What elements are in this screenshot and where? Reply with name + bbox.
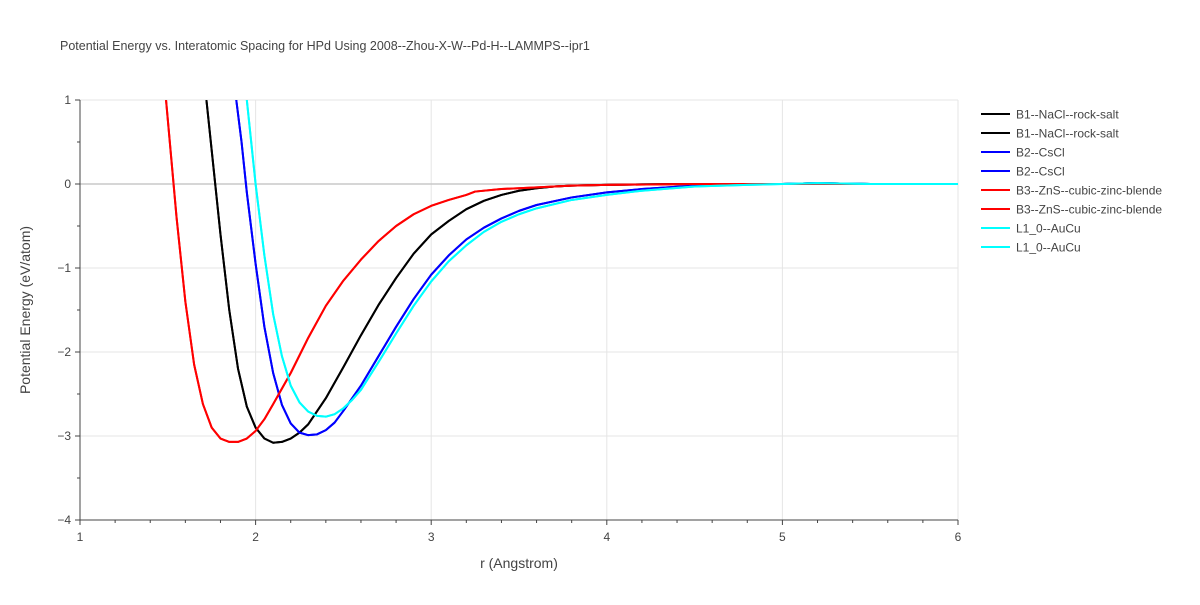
legend-label: L1_0--AuCu bbox=[1016, 241, 1081, 255]
legend-label: B1--NaCl--rock-salt bbox=[1016, 127, 1119, 141]
x-tick-label: 4 bbox=[603, 530, 610, 544]
series-line-1 bbox=[205, 100, 958, 444]
series-line-6 bbox=[165, 100, 958, 443]
legend-label: B2--CsCl bbox=[1016, 165, 1065, 179]
x-tick-label: 3 bbox=[428, 530, 435, 544]
y-tick-label: −2 bbox=[57, 345, 71, 359]
y-ticks: −4 −3 −2 −1 0 1 bbox=[57, 93, 80, 527]
x-axis-label: r (Angstrom) bbox=[480, 555, 558, 571]
series-line-5 bbox=[165, 100, 958, 443]
legend: B1--NaCl--rock-salt B1--NaCl--rock-salt B2… bbox=[981, 108, 1162, 255]
legend-label: B1--NaCl--rock-salt bbox=[1016, 108, 1119, 122]
x-tick-label: 5 bbox=[779, 530, 786, 544]
x-tick-label: 2 bbox=[252, 530, 259, 544]
series-line-2 bbox=[205, 100, 958, 444]
series-line-7 bbox=[245, 100, 958, 418]
chart-title: Potential Energy vs. Interatomic Spacing… bbox=[60, 39, 590, 53]
grid bbox=[80, 99, 959, 520]
y-tick-label: −4 bbox=[57, 513, 71, 527]
series-line-4 bbox=[235, 100, 958, 437]
axes bbox=[79, 100, 958, 521]
x-tick-label: 6 bbox=[955, 530, 962, 544]
legend-label: B3--ZnS--cubic-zinc-blende bbox=[1016, 184, 1162, 198]
y-tick-label: 0 bbox=[64, 177, 71, 191]
y-tick-label: −1 bbox=[57, 261, 71, 275]
series-group bbox=[165, 100, 958, 444]
x-ticks: 1 2 3 4 5 6 bbox=[77, 520, 962, 544]
legend-label: B3--ZnS--cubic-zinc-blende bbox=[1016, 203, 1162, 217]
y-axis-label: Potential Energy (eV/atom) bbox=[17, 226, 33, 394]
legend-label: L1_0--AuCu bbox=[1016, 222, 1081, 236]
legend-label: B2--CsCl bbox=[1016, 146, 1065, 160]
y-tick-label: 1 bbox=[64, 93, 71, 107]
series-line-8 bbox=[245, 100, 958, 418]
x-tick-label: 1 bbox=[77, 530, 84, 544]
y-tick-label: −3 bbox=[57, 429, 71, 443]
